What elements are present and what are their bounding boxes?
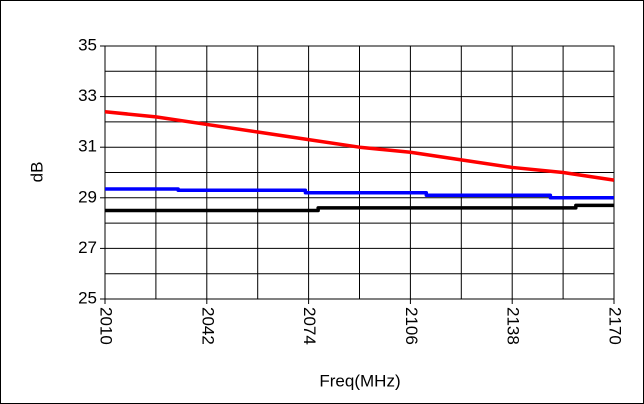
line-series (105, 203, 614, 213)
y-tick-label: 33 (78, 86, 97, 105)
x-tick-label: 2010 (97, 307, 116, 345)
y-tick-label: 25 (78, 288, 97, 307)
y-tick-label: 35 (78, 35, 97, 54)
x-tick-label: 2042 (198, 307, 217, 345)
x-tick-label: 2106 (402, 307, 421, 345)
x-tick-label: 2138 (504, 307, 523, 345)
x-tick-label: 2170 (606, 307, 625, 345)
x-tick-label: 2074 (300, 307, 319, 345)
y-tick-label: 27 (78, 238, 97, 257)
y-tick-label: 29 (78, 187, 97, 206)
plot-border (104, 45, 615, 300)
line-series (105, 187, 614, 200)
line-series (104, 110, 615, 182)
y-axis-label: dB (27, 162, 46, 183)
x-axis-label: Freq(MHz) (319, 371, 400, 390)
y-tick-label: 31 (78, 137, 97, 156)
